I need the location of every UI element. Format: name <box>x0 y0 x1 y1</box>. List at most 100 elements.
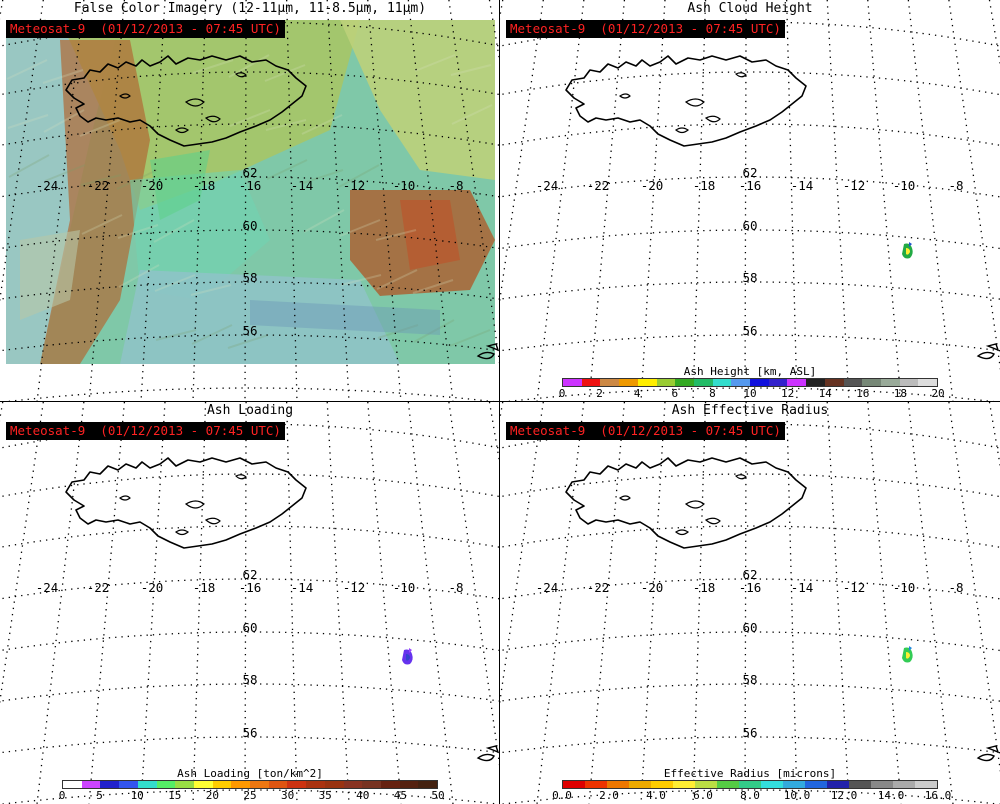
ash-loading-map: -24 -22 -20 -18 -16 -14 -12 -10 -8 62 60 58 56 <box>0 402 500 804</box>
colorbar-swatch <box>119 781 138 788</box>
panel-title: Ash Loading <box>206 403 294 418</box>
colorbar-swatch <box>849 781 871 788</box>
colorbar-swatches <box>62 780 438 789</box>
colorbar-tick-label: 0 <box>58 789 66 802</box>
colorbar-tick-label: 12 <box>780 387 795 400</box>
longitude-label: -24 <box>536 178 559 193</box>
longitude-label: -8 <box>948 580 963 595</box>
longitude-label: -20 <box>141 580 164 595</box>
colorbar-swatch <box>656 379 676 386</box>
colorbar-tick-label: 40 <box>356 789 370 802</box>
colorbar-swatch <box>806 379 825 386</box>
colorbar-tick-label: 16 <box>856 387 870 400</box>
colorbar-tick-label: 12.0 <box>830 789 858 802</box>
colorbar-swatch <box>637 379 657 386</box>
iceland-coastline <box>565 55 807 147</box>
latitude-label: 58 <box>242 672 257 687</box>
satellite-timestamp-badge: Meteosat-9 (01/12/2013 - 07:45 UTC) <box>6 422 285 440</box>
colorbar-tick-label: 4 <box>633 387 641 400</box>
colorbar-tick-label: 2 <box>596 387 603 400</box>
colorbar-swatch <box>843 379 863 386</box>
iceland-coastline <box>65 457 307 549</box>
ash-plume <box>402 648 413 665</box>
panel-title: False Color Imagery (12-11μm, 11-8.5μm, … <box>73 1 427 16</box>
longitude-label: -16 <box>239 580 262 595</box>
longitude-label: -16 <box>739 178 762 193</box>
colorbar-tick-label: 18 <box>893 387 908 400</box>
colorbar-swatch <box>306 781 325 788</box>
satellite-timestamp-badge: Meteosat-9 (01/12/2013 - 07:45 UTC) <box>6 20 285 38</box>
colorbar-swatch <box>563 379 582 386</box>
colorbar-tick-label: 35 <box>318 789 332 802</box>
longitude-label: -12 <box>843 178 866 193</box>
colorbar-swatch <box>585 781 607 788</box>
colorbar-swatch <box>250 781 269 788</box>
latitude-label: 58 <box>742 270 757 285</box>
colorbar-swatch <box>343 781 363 788</box>
colorbar-swatch <box>893 781 915 788</box>
colorbar-tick-label: 50 <box>431 789 445 802</box>
panel-title: Ash Cloud Height <box>687 1 813 16</box>
longitude-label: -24 <box>536 580 559 595</box>
coordinate-labels: -24 -22 -20 -18 -16 -14 -12 -10 -8 62 60 58 56 <box>536 567 964 740</box>
colorbar-swatch <box>81 781 101 788</box>
colorbar-swatch <box>268 781 288 788</box>
longitude-label: -14 <box>291 178 314 193</box>
colorbar-swatch <box>871 781 893 788</box>
longitude-label: -24 <box>36 580 59 595</box>
colorbar-swatches <box>562 780 938 789</box>
longitude-label: -18 <box>193 580 216 595</box>
latitude-label: 60 <box>242 218 257 233</box>
colorbar-tick-label: 0.0 <box>552 789 572 802</box>
longitude-label: -18 <box>693 178 716 193</box>
colorbar-title: Ash Height [km, ASL] <box>683 365 817 378</box>
colorbar-tick-label: 14 <box>818 387 832 400</box>
colorbar-tick-label: 16.0 <box>924 789 952 802</box>
iceland-coastline <box>565 457 807 549</box>
longitude-label: -8 <box>448 580 463 595</box>
colorbar-swatch <box>880 379 900 386</box>
colorbar-tick-label: 5 <box>96 789 103 802</box>
panel-title: Ash Effective Radius <box>671 403 829 418</box>
false-color-map: -24 -22 -20 -18 -16 -14 -12 -10 -8 62 60 58 56 <box>0 0 500 402</box>
longitude-label: -10 <box>393 580 416 595</box>
longitude-label: -18 <box>193 178 216 193</box>
colorbar-tick-label: 20 <box>205 789 220 802</box>
colorbar-tick-label: 20 <box>931 387 945 400</box>
longitude-label: -20 <box>141 178 164 193</box>
colorbar-swatch <box>100 781 120 788</box>
colorbar-tick-label: 10 <box>130 789 144 802</box>
latitude-label: 58 <box>242 270 257 285</box>
longitude-label: -16 <box>739 580 762 595</box>
longitude-label: -8 <box>448 178 463 193</box>
longitude-label: -12 <box>343 580 366 595</box>
longitude-label: -20 <box>641 580 664 595</box>
graticule <box>500 0 1000 402</box>
colorbar-swatch <box>918 379 938 386</box>
latitude-label: 58 <box>742 672 757 687</box>
panel-divider-horizontal <box>0 401 1000 402</box>
longitude-label: -14 <box>791 580 814 595</box>
graticule <box>0 402 500 804</box>
ash-plume <box>902 646 913 663</box>
colorbar-swatch <box>380 781 400 788</box>
colorbar-swatch <box>750 379 769 386</box>
longitude-label: -16 <box>239 178 262 193</box>
colorbar-swatch <box>695 781 717 788</box>
colorbar-swatch <box>717 781 739 788</box>
panel-ash-loading: -24 -22 -20 -18 -16 -14 -12 -10 -8 62 60 58 56 Ash L… <box>0 402 500 804</box>
latitude-label: 56 <box>742 323 757 338</box>
colorbar-tick-label: 25 <box>243 789 257 802</box>
panel-false-color: -24 -22 -20 -18 -16 -14 -12 -10 -8 62 60 58 56 False… <box>0 0 500 402</box>
colorbar-swatch <box>787 379 807 386</box>
colorbar-swatch <box>862 379 881 386</box>
satellite-timestamp-badge: Meteosat-9 (01/12/2013 - 07:45 UTC) <box>506 20 785 38</box>
latitude-label: 60 <box>742 620 757 635</box>
island-fragments <box>976 745 1000 762</box>
colorbar-swatch <box>324 781 344 788</box>
colorbar-swatch <box>629 781 651 788</box>
colorbar-swatch <box>712 379 732 386</box>
colorbar-swatch <box>783 781 805 788</box>
graticule <box>0 0 500 402</box>
